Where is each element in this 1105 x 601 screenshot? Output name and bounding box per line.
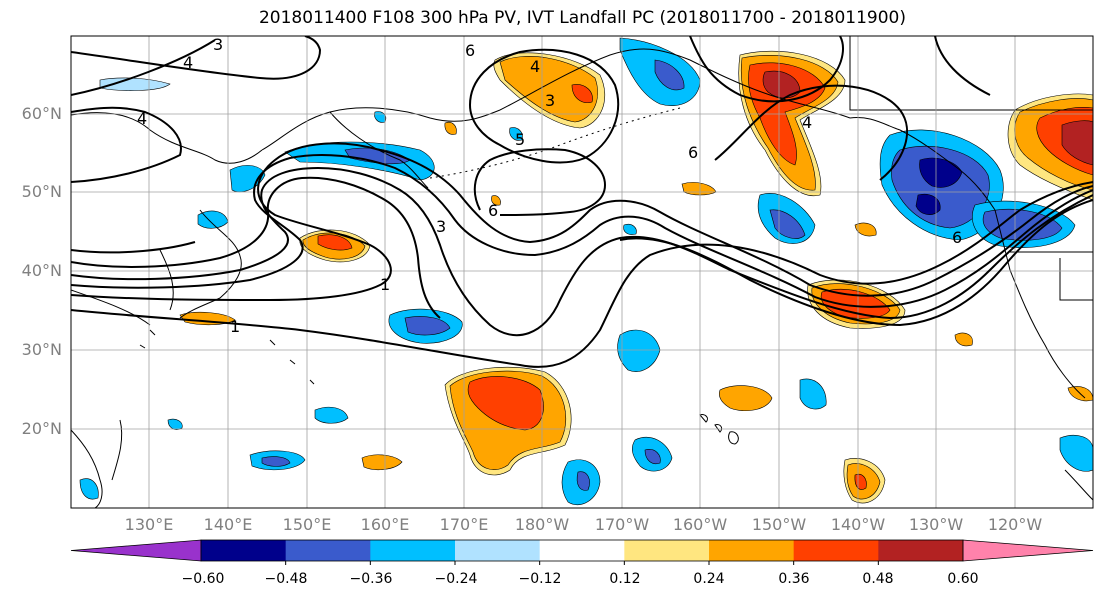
lat-tick-label: 50°N <box>21 182 62 201</box>
lon-tick-label: 140°E <box>203 515 253 534</box>
lon-tick-label: 160°W <box>672 515 728 534</box>
colorbar-cell <box>709 540 795 561</box>
negative-anomaly-patch <box>404 316 451 336</box>
lat-tick-label: 20°N <box>21 419 62 438</box>
contour-label: 1 <box>380 275 390 294</box>
positive-anomaly-patch <box>361 454 403 471</box>
lon-tick-label: 150°W <box>751 515 807 534</box>
coastlines <box>71 36 1093 508</box>
negative-anomaly-patch <box>617 329 661 372</box>
negative-anomaly-patch <box>374 111 387 123</box>
colorbar-cell <box>455 540 541 561</box>
lon-tick-label: 130°W <box>908 515 964 534</box>
positive-anomaly-patch <box>317 234 353 251</box>
negative-anomaly-patch <box>284 141 435 181</box>
positive-anomaly-patch <box>719 385 773 411</box>
negative-anomaly-patch <box>654 59 685 91</box>
colorbar-tick-label: −0.12 <box>518 571 562 587</box>
lat-tick-label: 40°N <box>21 261 62 280</box>
negative-anomaly-patch <box>261 456 291 467</box>
colorbar-tick-label: −0.60 <box>181 571 225 587</box>
colorbar-tick-label: 0.60 <box>947 571 979 587</box>
negative-anomaly-patch <box>167 418 183 430</box>
contour-label: 5 <box>515 130 525 149</box>
lon-tick-label: 170°W <box>594 515 650 534</box>
lon-tick-label: 140°W <box>830 515 886 534</box>
lat-tick-label: 60°N <box>21 104 62 123</box>
lat-tick-label: 30°N <box>21 340 62 359</box>
lon-tick-label: 130°E <box>124 515 174 534</box>
lon-tick-label: 120°W <box>987 515 1043 534</box>
contour-label: 3 <box>545 91 555 110</box>
shading-layer <box>79 37 1093 506</box>
map-plot-area: 3 4 6 4 3 4 5 6 3 1 1 6 4 6 <box>71 35 1093 508</box>
colorbar-tick-label: −0.24 <box>434 571 478 587</box>
lon-tick-label: 160°E <box>360 515 410 534</box>
contour-label: 6 <box>488 201 498 220</box>
positive-anomaly-patch <box>444 121 457 135</box>
pv-contours <box>71 36 1093 368</box>
contour-label: 3 <box>213 35 223 54</box>
positive-anomaly-patch <box>499 56 598 123</box>
negative-anomaly-patch <box>623 223 637 235</box>
gridlines <box>71 36 1093 508</box>
negative-anomaly-patch <box>1059 435 1093 472</box>
colorbar-tick-label: −0.48 <box>264 571 308 587</box>
colorbar-cell <box>878 540 964 561</box>
colorbar-cell <box>624 540 710 561</box>
negative-anomaly-patch <box>314 406 349 424</box>
map-title: 2018011400 F108 300 hPa PV, IVT Landfall… <box>258 8 906 28</box>
contour-label: 4 <box>802 113 812 132</box>
colorbar-cell <box>201 540 287 561</box>
colorbar-tick-label: 0.24 <box>693 571 725 587</box>
contour-label: 4 <box>183 53 193 72</box>
colorbar-frame <box>200 539 964 562</box>
colorbar-tick-label: −0.36 <box>349 571 393 587</box>
lon-tick-label: 170°E <box>439 515 489 534</box>
contour-labels: 3 4 6 4 3 4 5 6 3 1 1 6 4 6 <box>137 35 962 336</box>
negative-anomaly-patch <box>79 478 99 500</box>
colorbar-extend-low <box>70 539 202 562</box>
colorbar-tick-label: 0.12 <box>609 571 641 587</box>
negative-anomaly-patch <box>919 157 963 188</box>
contour-label: 3 <box>436 217 446 236</box>
colorbar-cell <box>285 540 371 561</box>
positive-anomaly-patch <box>571 84 593 103</box>
contour-label: 4 <box>137 109 147 128</box>
contour-label: 6 <box>465 41 475 60</box>
map-frame <box>70 35 1094 509</box>
negative-anomaly-patch <box>576 471 590 491</box>
contour-label: 6 <box>952 228 962 247</box>
negative-anomaly-patch <box>799 378 827 410</box>
lon-tick-label: 180°W <box>514 515 570 534</box>
colorbar-tick-label: 0.36 <box>778 571 810 587</box>
positive-anomaly-patch <box>1061 120 1093 166</box>
negative-anomaly-patch <box>644 449 661 465</box>
negative-anomaly-patch <box>915 193 941 215</box>
colorbar <box>70 539 1094 565</box>
colorbar-extend-high <box>962 539 1094 562</box>
colorbar-cell <box>793 540 879 561</box>
positive-anomaly-patch <box>467 376 544 431</box>
contour-label: 4 <box>530 57 540 76</box>
contour-label: 1 <box>230 317 240 336</box>
lon-tick-label: 150°E <box>282 515 332 534</box>
contour-label: 6 <box>688 143 698 162</box>
negative-anomaly-patch <box>99 77 171 91</box>
negative-anomaly-patch <box>509 127 523 141</box>
colorbar-cell <box>370 540 456 561</box>
positive-anomaly-patch <box>954 332 973 347</box>
positive-anomaly-patch <box>491 195 501 206</box>
colorbar-tick-label: 0.48 <box>862 571 894 587</box>
positive-anomaly-patch <box>681 182 717 196</box>
colorbar-cell <box>539 540 625 561</box>
